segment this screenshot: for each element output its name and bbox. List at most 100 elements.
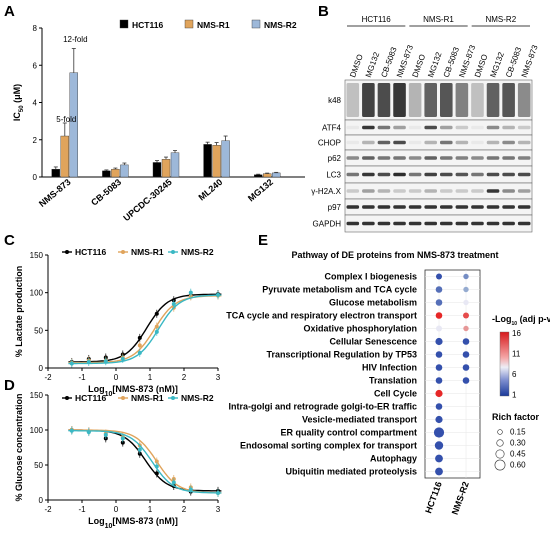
data-point bbox=[216, 491, 220, 495]
legend-marker bbox=[65, 396, 69, 400]
blot-band bbox=[408, 83, 422, 117]
pathway-label: Vesicle-mediated transport bbox=[302, 415, 417, 425]
blot-band bbox=[471, 172, 484, 177]
pathway-label: HIV Infection bbox=[362, 363, 417, 373]
x-tick-label: 0 bbox=[114, 505, 119, 514]
size-legend-circle bbox=[496, 439, 504, 447]
blot-band bbox=[486, 156, 500, 160]
blot-band bbox=[346, 125, 360, 130]
pathway-label: Translation bbox=[369, 376, 417, 386]
fit-curve bbox=[68, 293, 222, 363]
blot-band bbox=[502, 172, 515, 177]
blot-band bbox=[362, 156, 375, 160]
dot bbox=[463, 286, 469, 293]
colorbar bbox=[499, 331, 510, 397]
x-tick-label: -2 bbox=[44, 505, 52, 514]
blot-band bbox=[517, 205, 531, 209]
colorbar-tick: 16 bbox=[512, 329, 521, 338]
x-tick-label: 3 bbox=[216, 373, 221, 382]
panel-label-e: E bbox=[258, 232, 268, 249]
x-tick-label: -2 bbox=[44, 373, 52, 382]
blot-band bbox=[424, 189, 437, 193]
blot-band bbox=[424, 125, 437, 130]
dot bbox=[462, 351, 470, 358]
blot-band bbox=[424, 83, 437, 117]
y-tick-label: 0 bbox=[39, 496, 44, 505]
pathway-label: Transcriptional Regulation by TP53 bbox=[266, 350, 417, 360]
blot-band bbox=[362, 221, 375, 226]
legend-label: NMS-R1 bbox=[197, 20, 230, 30]
data-point bbox=[120, 436, 125, 441]
dot bbox=[435, 467, 443, 476]
y-tick-label: 100 bbox=[30, 289, 44, 298]
blot-band bbox=[362, 83, 375, 117]
blot-band bbox=[502, 83, 515, 117]
blot-band bbox=[455, 83, 469, 117]
colorbar-tick: 6 bbox=[512, 370, 517, 379]
blot-band bbox=[377, 172, 391, 177]
colorbar-tick: 1 bbox=[512, 391, 517, 400]
legend-label: NMS-R2 bbox=[264, 20, 297, 30]
y-tick-label: 0 bbox=[39, 364, 44, 373]
y-tick-label: 8 bbox=[33, 24, 38, 33]
blot-band bbox=[517, 83, 531, 117]
data-point bbox=[120, 356, 125, 361]
legend-marker bbox=[171, 250, 175, 254]
blot-band bbox=[502, 156, 515, 160]
pathway-label: Pyruvate metabolism and TCA cycle bbox=[262, 285, 417, 295]
blot-row-label: GAPDH bbox=[313, 220, 342, 229]
chart-title: Pathway of DE proteins from NMS-873 trea… bbox=[291, 250, 498, 260]
legend-swatch bbox=[251, 19, 261, 29]
dot bbox=[462, 338, 470, 345]
pathway-label: Cell Cycle bbox=[374, 389, 417, 399]
blot-band bbox=[362, 189, 375, 193]
panel-label-c: C bbox=[4, 232, 15, 249]
data-point bbox=[154, 471, 159, 476]
blot-band bbox=[346, 221, 360, 226]
y-tick-label: 50 bbox=[34, 461, 43, 470]
legend-label: HCT116 bbox=[75, 247, 106, 257]
dot bbox=[463, 312, 469, 319]
pathway-label: TCA cycle and respiratory electron trans… bbox=[226, 311, 417, 321]
blot-band bbox=[440, 83, 453, 117]
dot bbox=[462, 364, 470, 371]
blot-band bbox=[393, 205, 406, 209]
blot-band bbox=[486, 83, 500, 117]
pathway-label: ER quality control compartment bbox=[280, 428, 417, 438]
blot-band bbox=[440, 140, 453, 145]
blot-band bbox=[377, 83, 391, 117]
legend-label: NMS-R1 bbox=[131, 393, 164, 403]
dot bbox=[435, 351, 443, 358]
y-tick-label: 2 bbox=[33, 136, 38, 145]
data-point bbox=[154, 459, 159, 464]
data-point bbox=[154, 311, 159, 316]
data-point bbox=[137, 343, 142, 348]
dot bbox=[435, 299, 443, 306]
dot bbox=[436, 273, 442, 280]
x-axis-label: Log10[NMS-873 (nM)] bbox=[88, 384, 178, 398]
legend-label: NMS-R2 bbox=[181, 247, 214, 257]
blot-band bbox=[455, 172, 469, 177]
blot-band bbox=[471, 125, 484, 130]
blot-band bbox=[471, 140, 484, 145]
data-point bbox=[171, 480, 176, 485]
blot-band bbox=[517, 140, 531, 145]
blot-band bbox=[486, 205, 500, 209]
blot-band bbox=[517, 156, 531, 160]
blot-band bbox=[393, 140, 406, 145]
blot-band bbox=[424, 140, 437, 145]
blot-band bbox=[455, 221, 469, 226]
legend-label: HCT116 bbox=[132, 20, 163, 30]
legend-marker bbox=[65, 250, 69, 254]
panel-label-b: B bbox=[318, 3, 329, 20]
blot-band bbox=[346, 205, 360, 209]
plot-frame bbox=[424, 269, 481, 479]
blot-band bbox=[486, 125, 500, 130]
blot-band bbox=[346, 172, 360, 177]
data-point bbox=[188, 290, 193, 295]
y-tick-label: 150 bbox=[30, 251, 44, 260]
blot-band bbox=[455, 189, 469, 193]
